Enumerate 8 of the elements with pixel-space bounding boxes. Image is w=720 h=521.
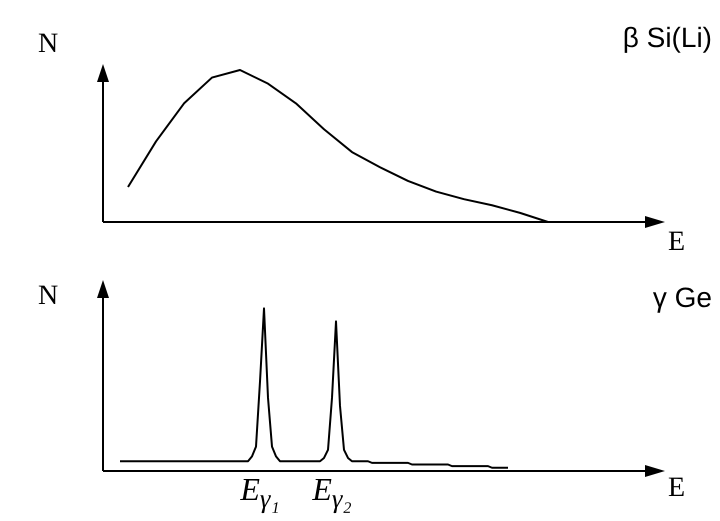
x-axis-title: E xyxy=(668,472,686,504)
text: γ Ge xyxy=(652,282,712,314)
annotation: E$_{γ₁}$ xyxy=(239,471,281,516)
text: β Si(Li) xyxy=(622,22,712,54)
y-axis-title: N xyxy=(38,28,58,60)
x-axis-title: E xyxy=(668,226,686,258)
y-axis-title: N xyxy=(38,280,58,312)
annotation: E$_{γ₂}$ xyxy=(311,471,353,516)
